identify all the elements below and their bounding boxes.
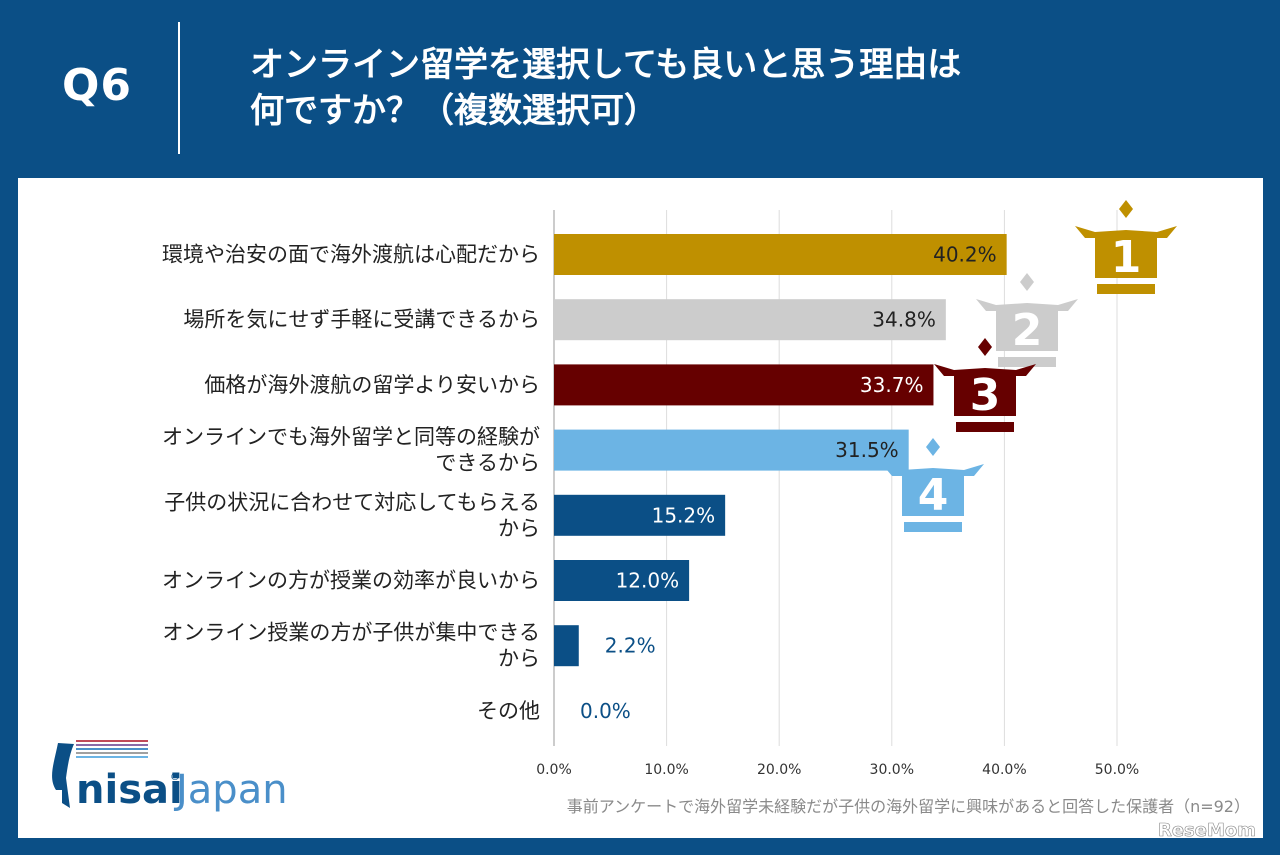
category-label: 価格が海外渡航の留学より安いから bbox=[204, 373, 540, 397]
data-label: 0.0% bbox=[580, 699, 631, 723]
bar bbox=[554, 234, 1007, 275]
x-tick-label: 50.0% bbox=[1095, 762, 1139, 778]
data-label: 33.7% bbox=[860, 373, 924, 397]
header: Q6 オンライン留学を選択しても良いと思う理由は 何ですか？（複数選択可） bbox=[0, 0, 1280, 178]
chart-panel: 0.0% 10.0% 20.0% 30.0% 40.0% 50.0% 40.2% 環境や治安の… bbox=[18, 178, 1263, 838]
bar bbox=[554, 625, 579, 667]
category-label: オンラインの方が授業の効率が良いから bbox=[162, 569, 540, 593]
category-label: から bbox=[498, 516, 540, 540]
brand-logo: nisai®Japan bbox=[52, 740, 288, 813]
question-title-line1: オンライン留学を選択しても良いと思う理由は bbox=[250, 45, 962, 85]
data-label: 12.0% bbox=[616, 569, 680, 593]
category-label: 場所を気にせず手軽に受講できるから bbox=[183, 308, 540, 332]
brand-registered-mark: ® bbox=[170, 772, 180, 783]
rank-crown-icon: 4 bbox=[882, 438, 984, 532]
x-tick-label: 0.0% bbox=[536, 762, 572, 778]
header-divider bbox=[178, 22, 180, 154]
data-label: 15.2% bbox=[652, 503, 716, 527]
bar bbox=[554, 364, 934, 406]
bar bbox=[554, 560, 690, 601]
category-label: 子供の状況に合わせて対応してもらえる bbox=[164, 490, 540, 514]
head-silhouette-icon bbox=[52, 743, 74, 808]
question-number: Q6 bbox=[62, 60, 133, 111]
question-title: オンライン留学を選択しても良いと思う理由は 何ですか？（複数選択可） bbox=[250, 42, 1150, 134]
category-label: から bbox=[498, 647, 540, 671]
bar-chart: 0.0% 10.0% 20.0% 30.0% 40.0% 50.0%40.2%環境や治安の… bbox=[52, 200, 1256, 838]
category-label: 環境や治安の面で海外渡航は心配だから bbox=[162, 243, 540, 267]
bar bbox=[554, 494, 726, 536]
data-label: 40.2% bbox=[933, 243, 997, 267]
bar bbox=[554, 299, 946, 341]
x-tick-label: 40.0% bbox=[982, 762, 1026, 778]
data-label: 31.5% bbox=[835, 438, 899, 462]
bar bbox=[554, 429, 909, 471]
category-label: その他 bbox=[477, 699, 540, 723]
category-label: オンラインでも海外留学と同等の経験が bbox=[162, 425, 540, 449]
x-tick-label: 20.0% bbox=[757, 762, 801, 778]
rank-number: 3 bbox=[970, 370, 1001, 421]
category-label: できるから bbox=[435, 451, 540, 475]
category-label: オンライン授業の方が子供が集中できる bbox=[162, 621, 540, 645]
rank-crown-icon: 3 bbox=[934, 338, 1036, 432]
x-tick-label: 30.0% bbox=[870, 762, 914, 778]
rank-number: 4 bbox=[918, 470, 949, 521]
rank-crown-icon: 1 bbox=[1075, 200, 1177, 294]
x-tick-label: 10.0% bbox=[644, 762, 688, 778]
brand-name-sub: Japan bbox=[173, 767, 288, 813]
rank-number: 1 bbox=[1111, 232, 1142, 283]
brand-name-main: nisai bbox=[76, 767, 183, 813]
data-label: 34.8% bbox=[872, 308, 936, 332]
rank-crown-icon: 2 bbox=[976, 273, 1078, 367]
watermark: ReseMom bbox=[1158, 820, 1256, 838]
question-title-line2: 何ですか？（複数選択可） bbox=[250, 91, 658, 131]
data-label: 2.2% bbox=[605, 634, 656, 658]
footnote: 事前アンケートで海外留学未経験だが子供の海外留学に興味があると回答した保護者（n… bbox=[567, 797, 1250, 816]
rank-number: 2 bbox=[1012, 305, 1043, 356]
